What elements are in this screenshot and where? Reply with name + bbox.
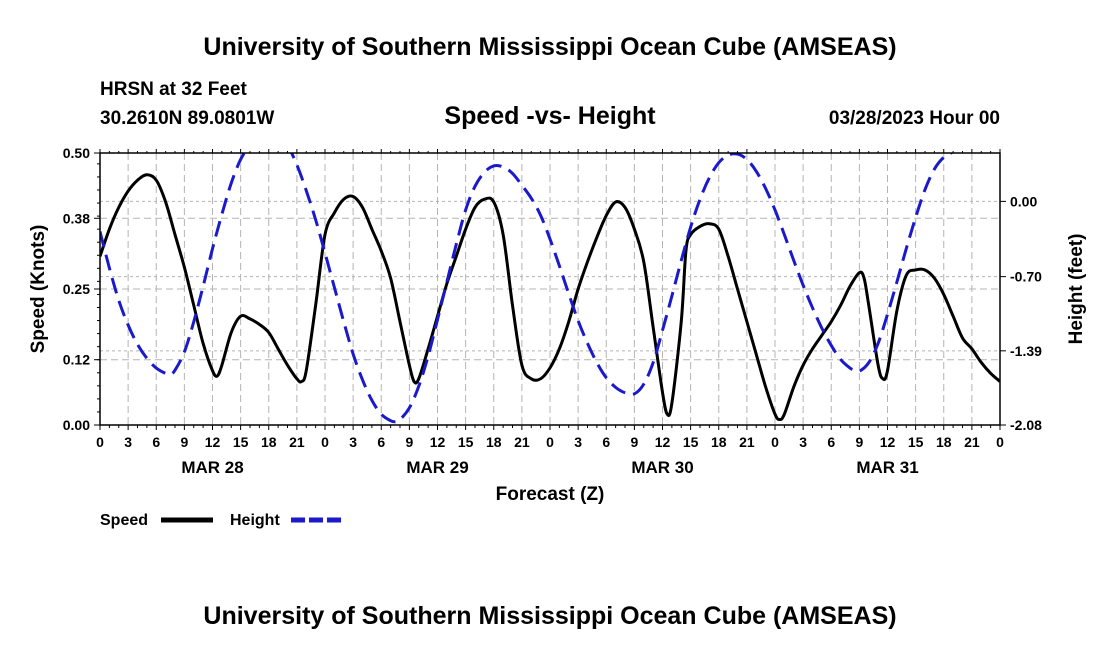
y2-tick-label: -0.70 [1010,269,1042,285]
x-day-label: MAR 30 [631,458,693,477]
x-tick-label: 18 [711,434,727,450]
height-series-line [100,153,955,424]
x-axis-label: Forecast (Z) [496,484,605,505]
x-tick-label: 21 [289,434,305,450]
x-tick-label: 15 [908,434,924,450]
station-name: HRSN at 32 Feet [100,79,247,100]
x-tick-label: 9 [180,434,188,450]
x-tick-label: 6 [152,434,160,450]
x-day-label: MAR 31 [856,458,918,477]
x-tick-label: 12 [205,434,221,450]
x-tick-label: 12 [430,434,446,450]
y2-tick-label: 0.00 [1010,193,1037,209]
x-tick-label: 6 [827,434,835,450]
y2-axis-label: Height (feet) [1066,234,1087,345]
x-tick-label: 15 [458,434,474,450]
x-tick-label: 3 [349,434,357,450]
x-tick-label: 0 [771,434,779,450]
station-coordinates: 30.2610N 89.0801W [100,108,274,129]
x-tick-label: 21 [514,434,530,450]
x-tick-label: 15 [683,434,699,450]
legend-label-speed: Speed [100,512,148,529]
x-tick-label: 12 [655,434,671,450]
forecast-date: 03/28/2023 Hour 00 [829,108,1000,129]
y-tick-label: 0.38 [63,210,90,226]
footer-title: University of Southern Mississippi Ocean… [203,602,896,630]
x-tick-label: 6 [602,434,610,450]
x-tick-label: 3 [124,434,132,450]
page-title: University of Southern Mississippi Ocean… [203,33,896,61]
y2-tick-label: -2.08 [1010,417,1042,433]
x-tick-label: 18 [936,434,952,450]
y-tick-label: 0.00 [63,417,90,433]
x-tick-label: 0 [546,434,554,450]
x-tick-label: 0 [96,434,104,450]
legend-label-height: Height [230,512,280,529]
chart-subtitle: Speed -vs- Height [444,102,656,130]
x-tick-label: 3 [799,434,807,450]
x-tick-label: 9 [855,434,863,450]
x-tick-label: 9 [405,434,413,450]
x-day-label: MAR 28 [181,458,243,477]
y-tick-label: 0.12 [63,352,90,368]
y2-tick-label: -1.39 [1010,343,1042,359]
x-day-label: MAR 29 [406,458,468,477]
legend: Speed Height [100,512,343,529]
y-axis-label: Speed (Knots) [28,225,49,354]
series-layer [100,153,1000,424]
x-tick-label: 9 [630,434,638,450]
x-tick-label: 15 [233,434,249,450]
y-tick-label: 0.25 [63,281,90,297]
y-tick-label: 0.50 [63,145,90,161]
x-tick-label: 12 [880,434,896,450]
x-tick-label: 0 [321,434,329,450]
axes: 0 3 6 9 12 15 18 21 0 3 6 9 12 15 18 21 0 3 6 9 12 15 18 21 0 3 6 9… [63,145,1042,477]
x-tick-label: 18 [261,434,277,450]
x-tick-label: 6 [377,434,385,450]
x-tick-label: 21 [964,434,980,450]
x-tick-label: 3 [574,434,582,450]
x-tick-label: 21 [739,434,755,450]
speed-series-line [100,173,1000,422]
x-tick-label: 18 [486,434,502,450]
x-tick-label: 0 [996,434,1004,450]
